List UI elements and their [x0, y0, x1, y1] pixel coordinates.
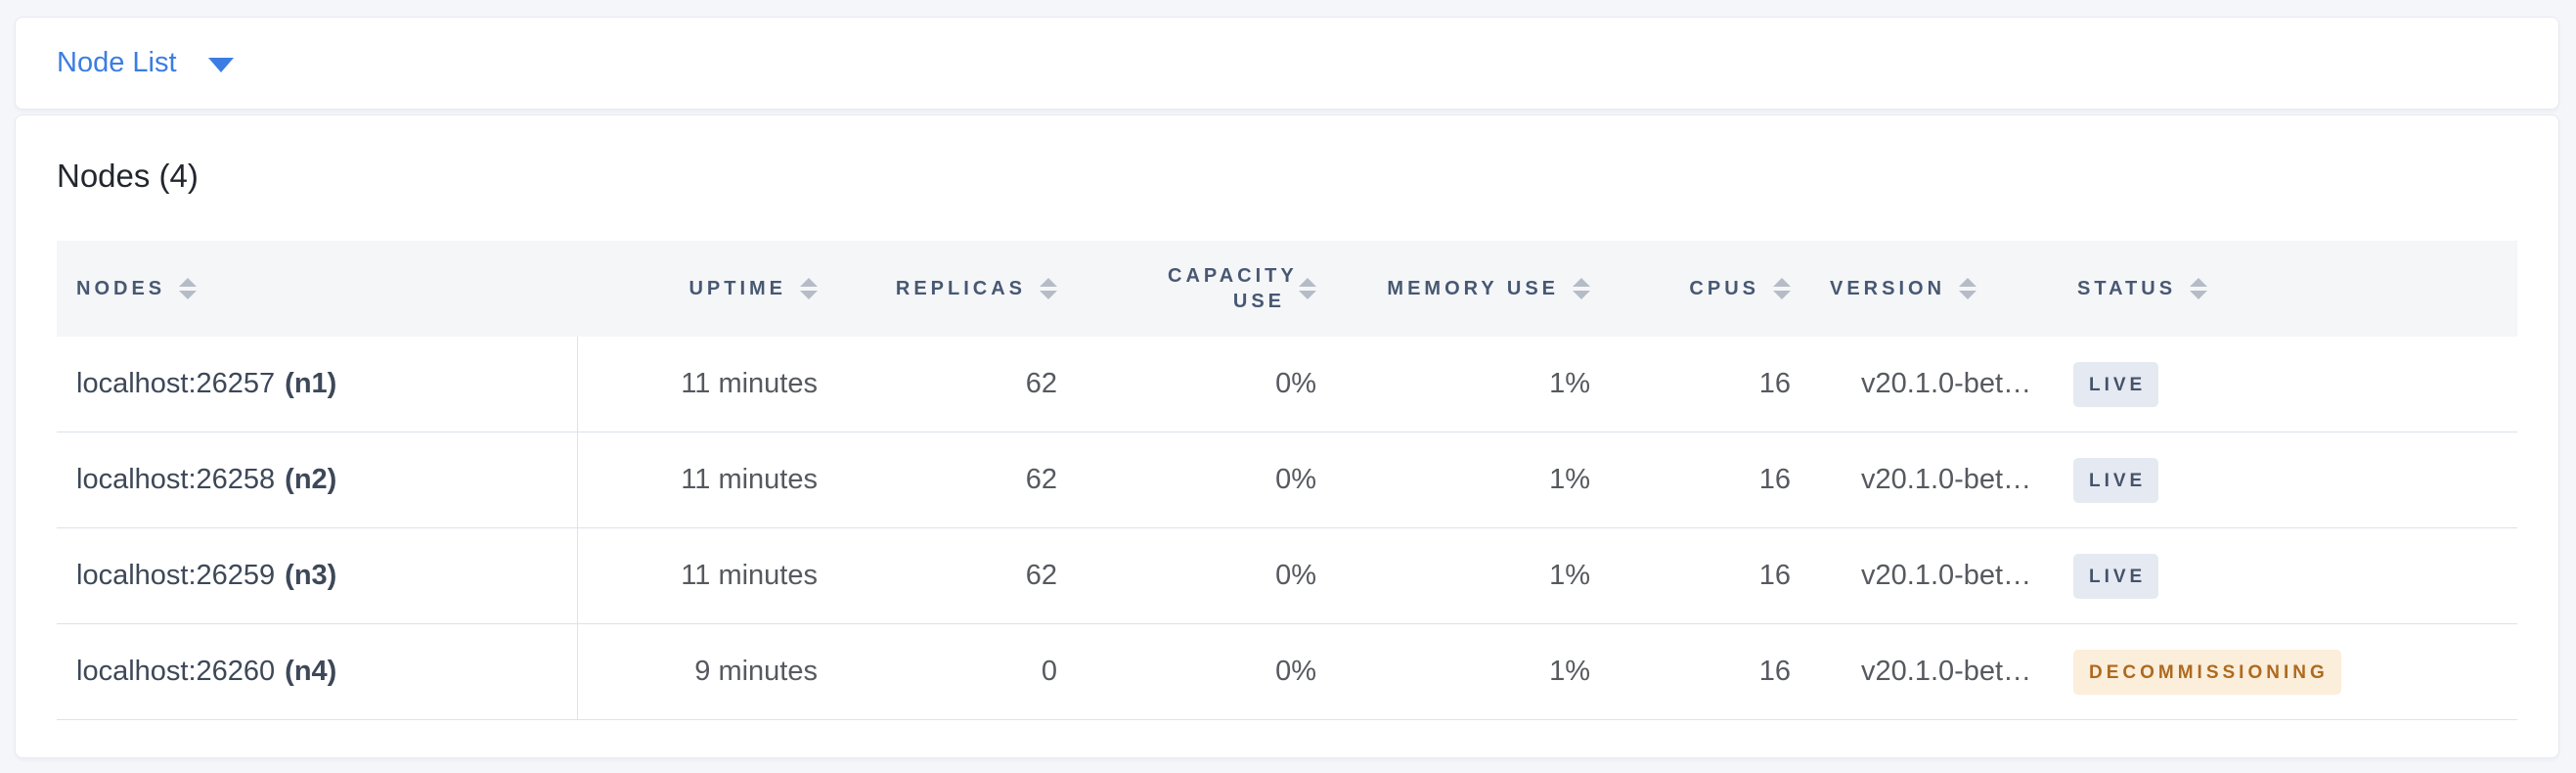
status-badge: DECOMMISSIONING — [2073, 649, 2341, 695]
replicas-cell: 62 — [1025, 560, 1057, 591]
sort-icon — [1573, 278, 1590, 299]
version-cell: v20.1.0-bet… — [1861, 560, 2032, 591]
cpus-cell: 16 — [1758, 464, 1791, 495]
node-id: (n4) — [285, 656, 337, 687]
memory-use-cell: 1% — [1549, 368, 1590, 399]
column-header-label: CPUS — [1689, 278, 1759, 299]
node-address-link[interactable]: localhost:26258 — [76, 464, 276, 495]
uptime-cell: 9 minutes — [694, 656, 818, 687]
view-selector-dropdown[interactable]: Node List — [57, 47, 234, 79]
node-id: (n3) — [285, 560, 337, 591]
version-cell: v20.1.0-bet… — [1861, 656, 2032, 687]
table-row: localhost:26258 (n2) 11 minutes 62 0% 1% 16 v20… — [57, 432, 2517, 528]
replicas-cell: 62 — [1025, 464, 1057, 495]
node-address-link[interactable]: localhost:26260 — [76, 656, 276, 687]
column-header-label: NODES — [76, 278, 166, 299]
table-body: localhost:26257 (n1) 11 minutes 62 0% 1% 16 v20… — [57, 337, 2517, 720]
sort-icon — [179, 278, 197, 299]
node-id: (n1) — [285, 368, 337, 399]
capacity-use-cell: 0% — [1275, 560, 1316, 591]
node-cell: localhost:26259 (n3) — [57, 528, 578, 623]
node-address-link[interactable]: localhost:26259 — [76, 560, 276, 591]
column-header-label: UPTIME — [688, 278, 786, 299]
node-cell: localhost:26258 (n2) — [57, 432, 578, 527]
column-header-replicas[interactable]: REPLICAS — [837, 241, 1077, 337]
sort-icon — [1040, 278, 1057, 299]
column-header-label: STATUS — [2077, 278, 2177, 299]
table-header-row: NODES UPTIME REPLICAS CAPACITY USE MEMORY US… — [57, 241, 2517, 337]
column-header-uptime[interactable]: UPTIME — [578, 241, 837, 337]
uptime-cell: 11 minutes — [681, 464, 818, 495]
memory-use-cell: 1% — [1549, 560, 1590, 591]
cpus-cell: 16 — [1758, 368, 1791, 399]
column-header-label: REPLICAS — [895, 278, 1026, 299]
chevron-down-icon — [207, 58, 234, 72]
status-badge: LIVE — [2073, 361, 2159, 407]
capacity-use-cell: 0% — [1275, 656, 1316, 687]
column-header-nodes[interactable]: NODES — [57, 241, 578, 337]
cpus-cell: 16 — [1758, 560, 1791, 591]
nodes-card: Nodes (4) NODES UPTIME REPLICAS CAPACITY US… — [15, 114, 2559, 758]
sort-icon — [1959, 278, 1976, 299]
status-cell: DECOMMISSIONING — [2058, 624, 2517, 719]
version-cell: v20.1.0-bet… — [1861, 368, 2032, 399]
cpus-cell: 16 — [1758, 656, 1791, 687]
column-header-status[interactable]: STATUS — [2058, 241, 2517, 337]
column-header-label: VERSION — [1830, 278, 1946, 299]
sort-icon — [1299, 278, 1316, 299]
node-address-link[interactable]: localhost:26257 — [76, 368, 276, 399]
status-badge: LIVE — [2073, 457, 2159, 503]
column-header-version[interactable]: VERSION — [1810, 241, 2058, 337]
node-cell: localhost:26260 (n4) — [57, 624, 578, 719]
memory-use-cell: 1% — [1549, 656, 1590, 687]
replicas-cell: 62 — [1025, 368, 1057, 399]
sort-icon — [800, 278, 818, 299]
column-header-label: CAPACITY USE — [1168, 265, 1298, 312]
replicas-cell: 0 — [1041, 656, 1057, 687]
column-header-label: MEMORY USE — [1387, 278, 1559, 299]
page-title: Nodes (4) — [57, 158, 199, 194]
node-list-table: NODES UPTIME REPLICAS CAPACITY USE MEMORY US… — [57, 241, 2517, 720]
capacity-use-cell: 0% — [1275, 464, 1316, 495]
column-header-memory-use[interactable]: MEMORY USE — [1336, 241, 1610, 337]
uptime-cell: 11 minutes — [681, 368, 818, 399]
view-selector-bar: Node List — [15, 17, 2559, 110]
node-id: (n2) — [285, 464, 337, 495]
capacity-use-cell: 0% — [1275, 368, 1316, 399]
status-cell: LIVE — [2058, 337, 2517, 432]
status-badge: LIVE — [2073, 553, 2159, 599]
status-cell: LIVE — [2058, 432, 2517, 527]
view-selector-label: Node List — [57, 47, 177, 78]
column-header-capacity-use[interactable]: CAPACITY USE — [1077, 241, 1336, 337]
table-row: localhost:26259 (n3) 11 minutes 62 0% 1% 16 v20… — [57, 528, 2517, 624]
status-cell: LIVE — [2058, 528, 2517, 623]
table-row: localhost:26257 (n1) 11 minutes 62 0% 1% 16 v20… — [57, 337, 2517, 432]
table-row: localhost:26260 (n4) 9 minutes 0 0% 1% 16 v20.1… — [57, 624, 2517, 720]
version-cell: v20.1.0-bet… — [1861, 464, 2032, 495]
sort-icon — [1773, 278, 1791, 299]
uptime-cell: 11 minutes — [681, 560, 818, 591]
memory-use-cell: 1% — [1549, 464, 1590, 495]
node-cell: localhost:26257 (n1) — [57, 337, 578, 432]
column-header-cpus[interactable]: CPUS — [1610, 241, 1810, 337]
sort-icon — [2190, 278, 2207, 299]
